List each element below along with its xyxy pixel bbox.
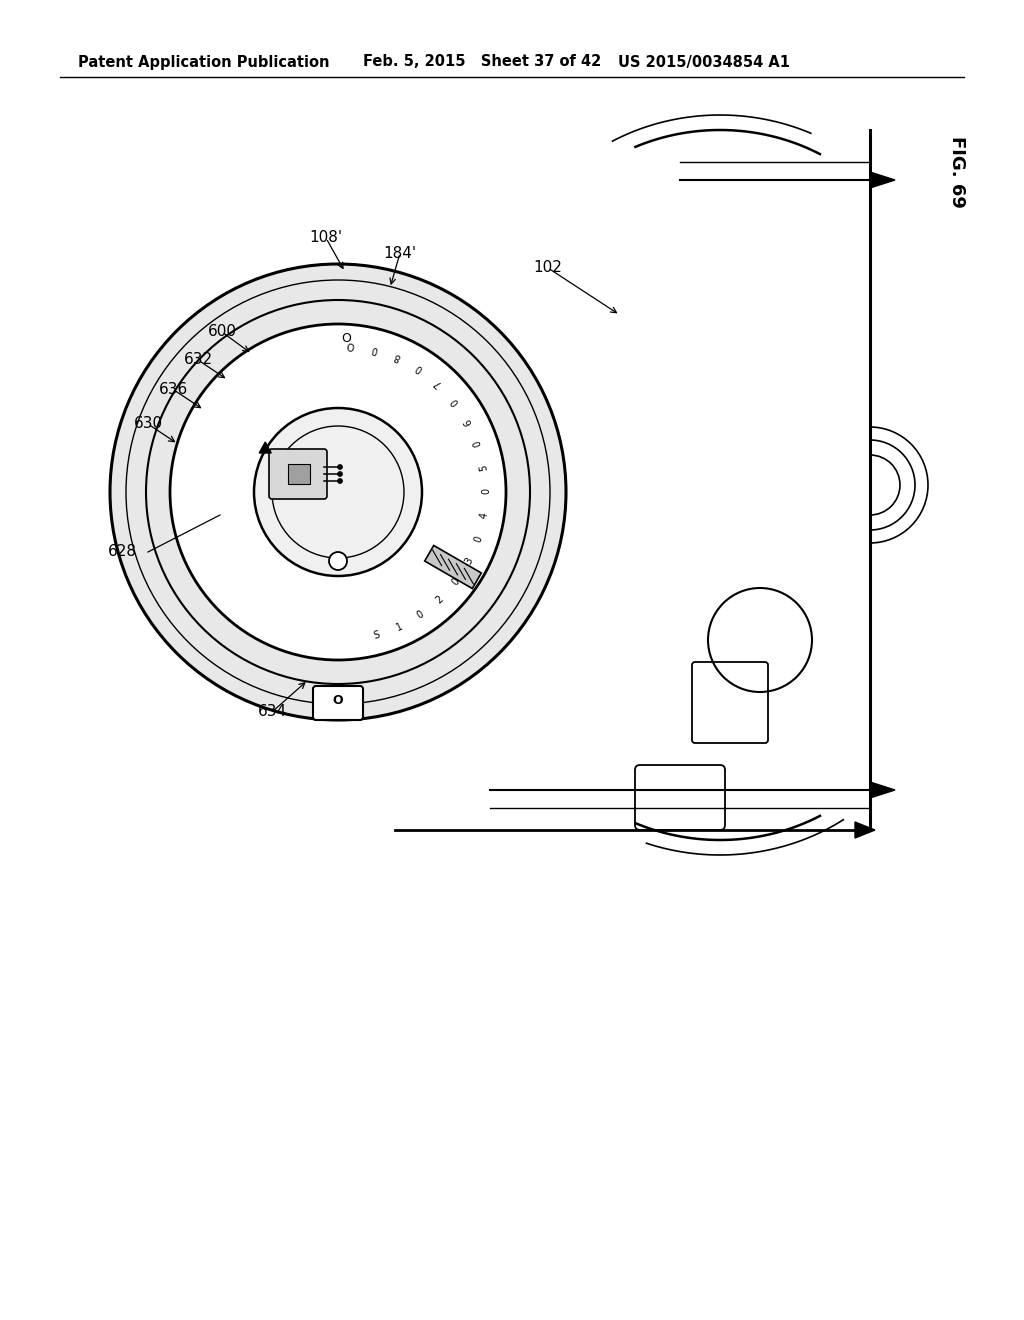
Text: US 2015/0034854 A1: US 2015/0034854 A1 <box>618 54 790 70</box>
Text: 8: 8 <box>393 351 402 363</box>
Text: 184': 184' <box>383 246 417 260</box>
Polygon shape <box>425 545 481 589</box>
Text: 5: 5 <box>478 463 489 471</box>
Circle shape <box>170 323 506 660</box>
Text: 0: 0 <box>414 363 424 374</box>
Text: 630: 630 <box>133 417 163 432</box>
Text: 7: 7 <box>432 378 444 389</box>
Text: 0: 0 <box>473 535 484 544</box>
Text: 634: 634 <box>257 705 287 719</box>
Text: 4: 4 <box>478 512 489 519</box>
Text: 0: 0 <box>481 488 492 494</box>
Text: 0: 0 <box>472 440 483 447</box>
Text: 1: 1 <box>394 620 404 632</box>
Text: 102: 102 <box>534 260 562 276</box>
Text: 632: 632 <box>183 352 213 367</box>
Text: 2: 2 <box>434 594 445 606</box>
Polygon shape <box>259 442 271 453</box>
Text: O: O <box>341 333 351 346</box>
Text: 0: 0 <box>449 396 461 407</box>
Text: O: O <box>333 694 343 708</box>
Circle shape <box>254 408 422 576</box>
Text: 6: 6 <box>462 416 474 426</box>
FancyBboxPatch shape <box>313 686 362 719</box>
Text: 0: 0 <box>450 577 462 587</box>
Text: FIG. 69: FIG. 69 <box>948 136 966 209</box>
Text: S: S <box>372 630 381 640</box>
Text: Patent Application Publication: Patent Application Publication <box>78 54 330 70</box>
Text: Feb. 5, 2015   Sheet 37 of 42: Feb. 5, 2015 Sheet 37 of 42 <box>362 54 601 70</box>
Text: 3: 3 <box>463 556 474 566</box>
Text: 636: 636 <box>160 383 188 397</box>
Text: 0: 0 <box>415 609 426 620</box>
Polygon shape <box>855 822 874 838</box>
FancyBboxPatch shape <box>269 449 327 499</box>
Circle shape <box>338 465 342 470</box>
Text: 0: 0 <box>371 343 379 354</box>
Circle shape <box>329 552 347 570</box>
Polygon shape <box>870 781 895 799</box>
Circle shape <box>338 471 342 477</box>
Text: 600: 600 <box>208 325 237 339</box>
Text: O: O <box>347 339 355 350</box>
Text: 108': 108' <box>309 231 343 246</box>
Circle shape <box>338 479 342 483</box>
Bar <box>288 465 310 484</box>
Polygon shape <box>870 172 895 187</box>
Circle shape <box>110 264 566 719</box>
Text: 628: 628 <box>108 544 136 560</box>
